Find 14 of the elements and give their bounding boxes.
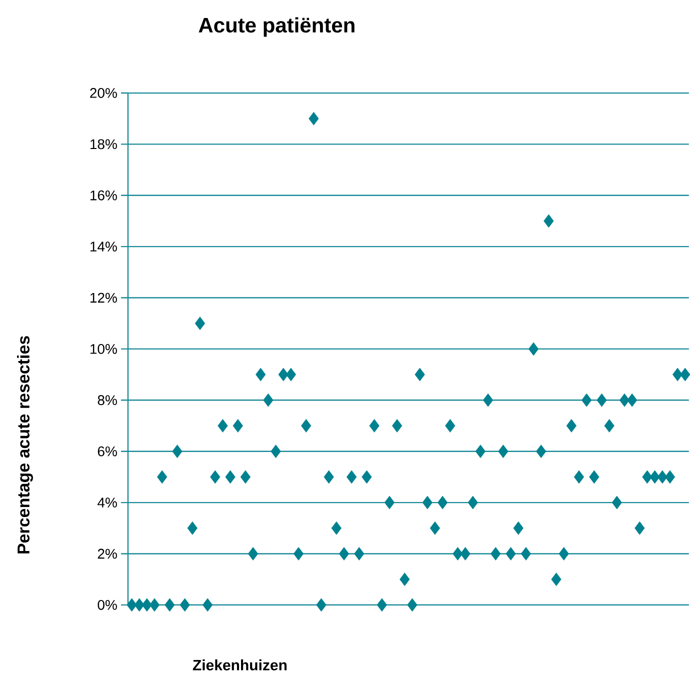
y-tick-label: 16%	[90, 190, 117, 200]
chart-title: Acute patiënten	[198, 17, 354, 37]
y-tick-label: 8%	[98, 395, 117, 406]
y-tick-label: 6%	[98, 446, 117, 456]
y-tick-label: 0%	[98, 600, 117, 610]
y-tick-label: 2%	[98, 548, 117, 559]
y-tick-label: 14%	[90, 242, 117, 252]
y-tick-label: 10%	[90, 344, 117, 354]
y-tick-label: 4%	[98, 498, 117, 508]
y-tick-label: 12%	[90, 292, 117, 303]
x-axis-title: Ziekenhuizen	[192, 659, 287, 670]
y-tick-label: 18%	[90, 139, 117, 150]
y-axis-title: Percentage acute resecties	[17, 336, 33, 554]
y-tick-label: 20%	[90, 88, 117, 98]
